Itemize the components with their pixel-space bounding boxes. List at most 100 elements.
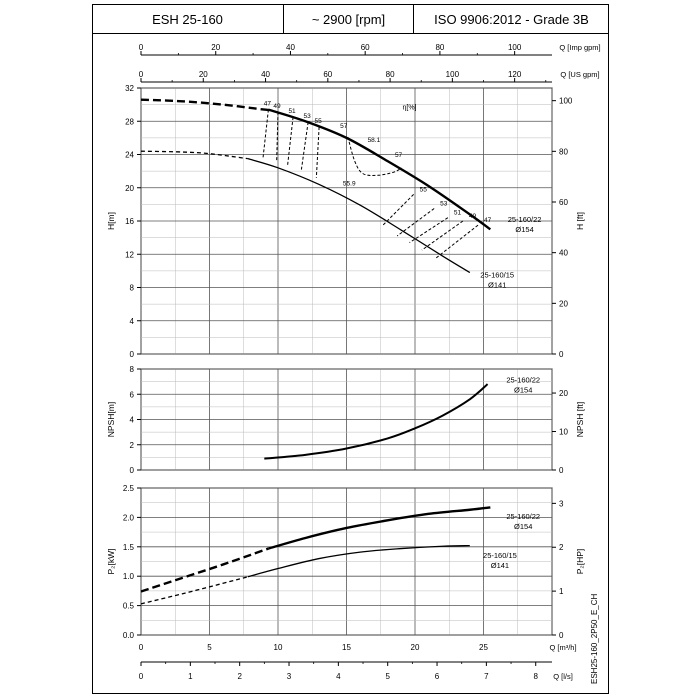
imp-gpm-axis-tick-label: 100 bbox=[508, 43, 522, 52]
head-ytick-label: 12 bbox=[125, 250, 134, 259]
imp-gpm-axis-tick-label: 40 bbox=[286, 43, 295, 52]
series-label-22-line: Ø154 bbox=[515, 225, 533, 234]
efficiency-label: 55 bbox=[420, 186, 428, 193]
grid-layer bbox=[137, 51, 556, 666]
head-ytick-label: 24 bbox=[125, 151, 134, 160]
efficiency-line bbox=[315, 127, 320, 178]
power-ytick-label: 0.0 bbox=[123, 631, 135, 640]
head-ytick-label: 20 bbox=[125, 184, 134, 193]
standard-label: ISO 9906:2012 - Grade 3B bbox=[434, 11, 589, 27]
ls-axis-tick-label: 2 bbox=[237, 672, 242, 681]
npsh-y2tick-label: 0 bbox=[559, 466, 564, 475]
curve-layer bbox=[140, 98, 492, 605]
efficiency-label: 49 bbox=[273, 103, 281, 110]
efficiency-label: 47 bbox=[484, 217, 492, 224]
efficiency-label: 57 bbox=[395, 152, 403, 159]
npsh-ylabel: NPSH[m] bbox=[106, 402, 116, 437]
efficiency-label: 55 bbox=[314, 118, 322, 125]
efficiency-label: 51 bbox=[454, 210, 462, 217]
head-y2tick-label: 40 bbox=[559, 249, 568, 258]
series-label-15-line: Ø141 bbox=[488, 281, 506, 290]
head-ytick-label: 0 bbox=[130, 350, 135, 359]
xtick-label: 15 bbox=[342, 643, 351, 652]
efficiency-line bbox=[421, 220, 464, 251]
us-gpm-axis-label: Q [US gpm] bbox=[560, 70, 599, 79]
xtick-label: 5 bbox=[207, 643, 212, 652]
power-series-label-15-line: Ø141 bbox=[491, 561, 509, 570]
ls-axis-tick-label: 4 bbox=[336, 672, 341, 681]
head-ylabel: H[m] bbox=[106, 212, 116, 230]
ls-axis-tick-label: 1 bbox=[188, 672, 193, 681]
power-y2tick-label: 1 bbox=[559, 587, 564, 596]
head-y2tick-label: 100 bbox=[559, 97, 573, 106]
us-gpm-axis-tick-label: 120 bbox=[508, 70, 522, 79]
us-gpm-axis-tick-label: 60 bbox=[323, 70, 332, 79]
us-gpm-axis-tick-label: 0 bbox=[139, 70, 144, 79]
power-y2label: P₂[HP] bbox=[575, 549, 585, 575]
npsh-y2label: NPSH [ft] bbox=[575, 402, 585, 437]
efficiency-line bbox=[262, 109, 269, 159]
power-y2tick-label: 3 bbox=[559, 499, 564, 508]
efficiency-label: 57 bbox=[340, 123, 348, 130]
power-ytick-label: 2.0 bbox=[123, 513, 135, 522]
npsh-curve-0 bbox=[264, 383, 489, 460]
head-curve-1 bbox=[247, 158, 471, 274]
header-bar: ESH 25-160 ~ 2900 [rpm] ISO 9906:2012 - … bbox=[92, 4, 609, 34]
ls-axis-tick-label: 7 bbox=[484, 672, 489, 681]
xlabel: Q [m³/h] bbox=[549, 643, 576, 652]
efficiency-line bbox=[435, 224, 479, 259]
efficiency-label: 58.1 bbox=[368, 137, 381, 144]
power-ytick-label: 1.5 bbox=[123, 543, 135, 552]
power-curve-dashed-0 bbox=[140, 547, 269, 593]
head-y2tick-label: 20 bbox=[559, 299, 568, 308]
imp-gpm-axis-tick-label: 20 bbox=[211, 43, 220, 52]
power-y2tick-label: 2 bbox=[559, 543, 564, 552]
speed-label: ~ 2900 [rpm] bbox=[284, 4, 414, 34]
document-code: ESH25-160_2P50_E_CH bbox=[590, 593, 599, 684]
power-series-label-22-line: Ø154 bbox=[514, 522, 532, 531]
xtick-label: 0 bbox=[139, 643, 144, 652]
series-label-15-line: 25-160/15 bbox=[480, 271, 514, 280]
head-curve-dashed-1 bbox=[140, 150, 248, 160]
efficiency-line bbox=[409, 217, 449, 244]
us-gpm-axis-tick-label: 20 bbox=[199, 70, 208, 79]
efficiency-label: 51 bbox=[288, 108, 296, 115]
imp-gpm-axis-tick-label: 60 bbox=[361, 43, 370, 52]
npsh-ytick-label: 2 bbox=[130, 441, 135, 450]
power-curve-1 bbox=[247, 544, 470, 578]
power-ylabel: P₂[kW] bbox=[106, 549, 116, 575]
chart-frame bbox=[92, 4, 609, 694]
power-y2tick-label: 0 bbox=[559, 631, 564, 640]
ls-axis-label: Q [l/s] bbox=[553, 672, 573, 681]
head-y2tick-label: 80 bbox=[559, 147, 568, 156]
model-title: ESH 25-160 bbox=[92, 4, 284, 34]
ls-axis-tick-label: 6 bbox=[435, 672, 440, 681]
power-series-label-15-line: 25-160/15 bbox=[483, 551, 517, 560]
ls-axis-tick-label: 8 bbox=[533, 672, 538, 681]
efficiency-line bbox=[396, 208, 435, 237]
imp-gpm-axis-tick-label: 80 bbox=[435, 43, 444, 52]
efficiency-title: η[%] bbox=[403, 105, 417, 112]
power-curve-dashed-1 bbox=[140, 576, 249, 605]
efficiency-line bbox=[381, 194, 414, 227]
head-ytick-label: 32 bbox=[125, 84, 134, 93]
npsh-series-label-line: 25-160/22 bbox=[506, 375, 540, 384]
efficiency-line bbox=[300, 122, 309, 171]
efficiency-label: 53 bbox=[304, 113, 312, 120]
us-gpm-axis-tick-label: 100 bbox=[446, 70, 460, 79]
npsh-ytick-label: 4 bbox=[130, 416, 135, 425]
efficiency-line bbox=[287, 117, 294, 166]
xtick-label: 20 bbox=[411, 643, 420, 652]
head-y2label: H [ft] bbox=[575, 212, 585, 230]
series-label-22-line: 25-160/22 bbox=[508, 215, 542, 224]
power-curve-0 bbox=[268, 506, 491, 550]
power-series-label-22-line: 25-160/22 bbox=[506, 512, 540, 521]
imp-gpm-axis-tick-label: 0 bbox=[139, 43, 144, 52]
npsh-ytick-label: 8 bbox=[130, 365, 135, 374]
head-curve-0 bbox=[268, 108, 492, 231]
npsh-series-label-line: Ø154 bbox=[514, 385, 532, 394]
xtick-label: 25 bbox=[479, 643, 488, 652]
efficiency-label: 55.9 bbox=[343, 180, 356, 187]
npsh-y2tick-label: 20 bbox=[559, 389, 568, 398]
